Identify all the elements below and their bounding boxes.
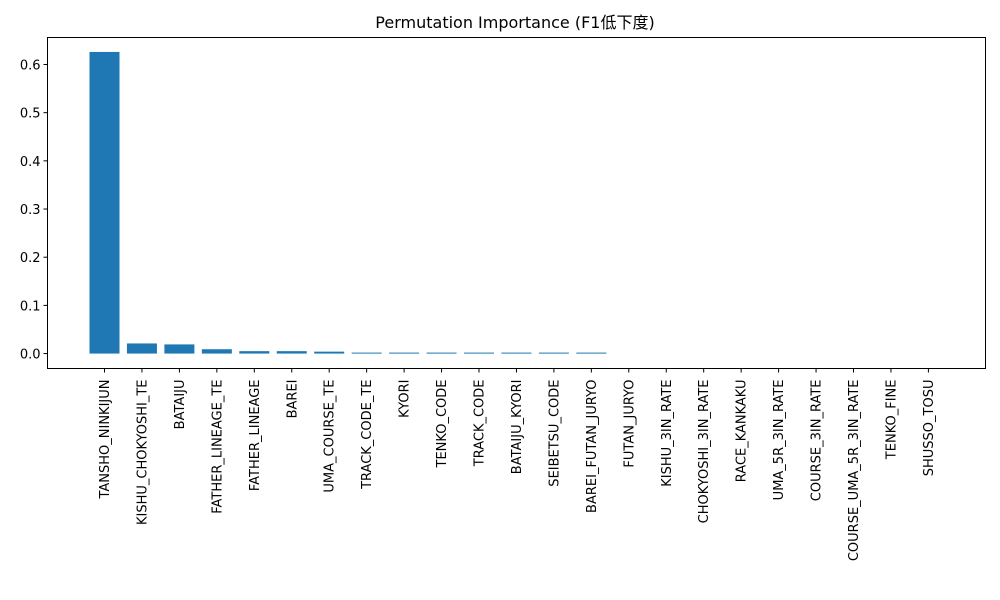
- bar: [276, 351, 307, 354]
- x-tick-label: KISHU_CHOKYOSHI_TE: [135, 380, 150, 526]
- bar: [314, 351, 345, 354]
- x-tick-label: TRACK_CODE: [473, 380, 488, 468]
- bar: [576, 352, 607, 354]
- x-tick-label: BAREI: [285, 380, 300, 419]
- y-tick-label: 0.6: [20, 58, 41, 73]
- x-tick-label: BATAIJU: [173, 380, 188, 430]
- x-tick-label: SHUSSO_TOSU: [922, 380, 937, 477]
- x-tick-label: UMA_5R_3IN_RATE: [772, 380, 787, 501]
- x-tick-label: TANSHO_NINKIJUN: [98, 380, 113, 500]
- x-tick-label: UMA_COURSE_TE: [323, 380, 338, 493]
- y-tick-label: 0.4: [20, 155, 41, 170]
- bar: [239, 351, 270, 354]
- bar: [426, 352, 457, 354]
- bars-group: [89, 51, 607, 354]
- bar: [89, 51, 120, 354]
- bar: [538, 352, 569, 354]
- y-tick-label: 0.1: [20, 299, 41, 314]
- chart-title: Permutation Importance (F1低下度): [375, 13, 654, 32]
- x-tick-label: BATAIJU_KYORI: [510, 380, 525, 475]
- y-tick-label: 0.2: [20, 251, 41, 266]
- x-tick-label: SEIBETSU_CODE: [547, 380, 562, 487]
- y-tick-label: 0.5: [20, 107, 41, 122]
- x-tick-label: TENKO_CODE: [435, 380, 450, 469]
- bar: [501, 352, 532, 354]
- bar: [464, 352, 494, 354]
- x-tick-label: COURSE_3IN_RATE: [810, 380, 825, 502]
- x-tick-label: KISHU_3IN_RATE: [660, 380, 675, 487]
- x-tick-label: TENKO_FINE: [884, 380, 899, 461]
- x-tick-label: COURSE_UMA_5R_3IN_RATE: [847, 380, 862, 562]
- x-tick-label: RACE_KANKAKU: [735, 380, 750, 483]
- x-axis: TANSHO_NINKIJUN KISHU_CHOKYOSHI_TE BATAIJU…: [98, 368, 937, 562]
- bar: [389, 352, 420, 354]
- x-tick-label: FATHER_LINEAGE_TE: [210, 380, 225, 514]
- plot-frame: [47, 37, 986, 369]
- x-tick-label: BAREI_FUTAN_JURYO: [585, 380, 600, 513]
- y-axis: 0.0 0.1 0.2 0.3 0.4 0.5 0.6: [20, 58, 48, 363]
- bar: [126, 343, 157, 354]
- x-tick-label: FATHER_LINEAGE: [248, 380, 263, 492]
- bar: [201, 349, 232, 354]
- x-tick-label: FUTAN_JURYO: [622, 380, 637, 468]
- x-tick-label: KYORI: [398, 380, 413, 418]
- y-tick-label: 0.3: [20, 203, 41, 218]
- x-tick-label: CHOKYOSHI_3IN_RATE: [697, 380, 712, 524]
- bar: [164, 344, 195, 354]
- y-tick-label: 0.0: [20, 348, 41, 363]
- bar: [351, 352, 382, 354]
- x-tick-label: TRACK_CODE_TE: [360, 380, 375, 490]
